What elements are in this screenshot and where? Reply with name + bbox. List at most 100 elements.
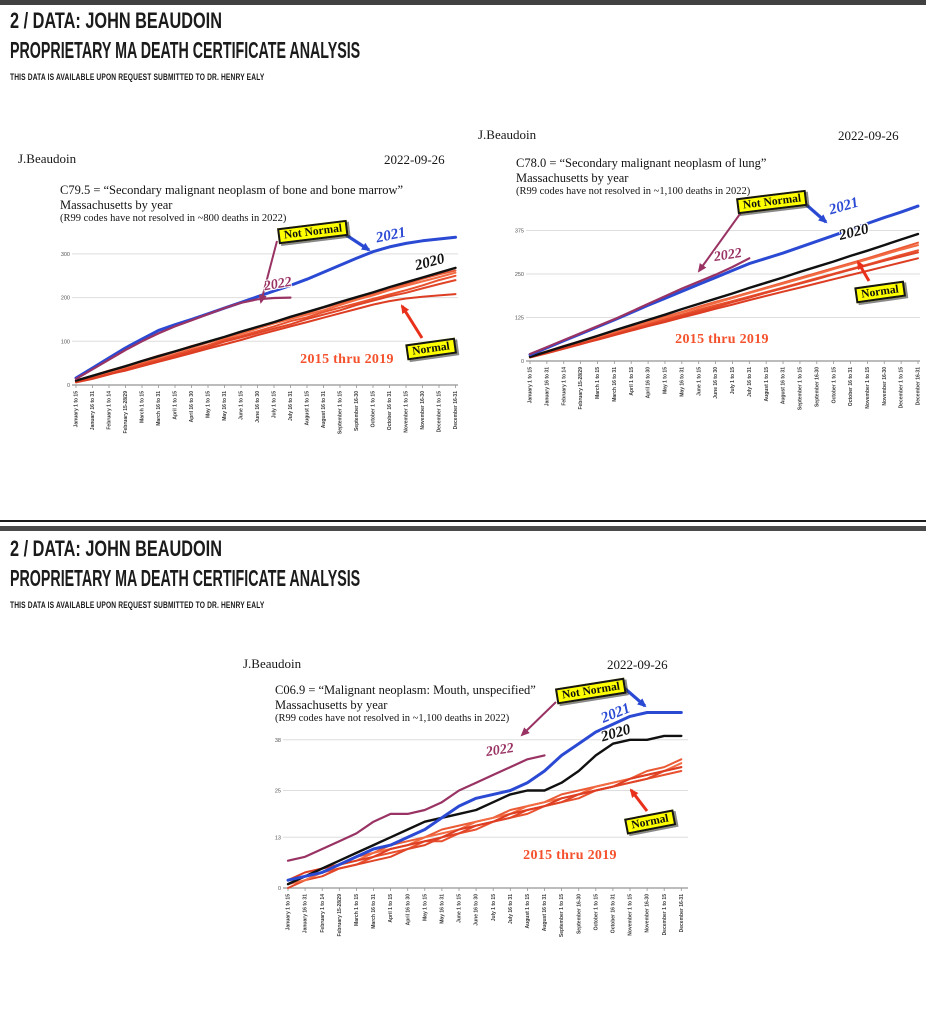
chart1-series	[74, 235, 457, 384]
chart3-byline: J.Beaudoin	[243, 656, 302, 671]
chart2-axes: 0 125 250 375 January 1 to 15 January 16 to 3…	[515, 229, 922, 411]
top-divider-bar	[0, 0, 926, 5]
svg-text:September 1 to 15: September 1 to 15	[559, 894, 565, 937]
series-line-2020	[74, 266, 457, 382]
series-line-2020	[528, 232, 920, 358]
svg-text:February 1 to 14: February 1 to 14	[561, 367, 567, 406]
series-line-2019	[287, 766, 683, 882]
svg-text:250: 250	[515, 272, 524, 278]
svg-text:October 1 to 15: October 1 to 15	[371, 391, 377, 428]
svg-text:December 16-31: December 16-31	[916, 367, 922, 406]
svg-text:0: 0	[278, 886, 281, 892]
svg-text:January 1 to 15: January 1 to 15	[286, 894, 292, 931]
section-subtitle: PROPRIETARY MA DEATH CERTIFICATE ANALYSI…	[10, 37, 361, 63]
annotation-arrow	[520, 701, 557, 737]
svg-text:June 16 to 30: June 16 to 30	[713, 367, 719, 399]
svg-text:October 1 to 15: October 1 to 15	[831, 367, 837, 404]
annotation-arrow	[856, 260, 871, 282]
svg-text:February 15-28/29: February 15-28/29	[337, 894, 343, 937]
report-header-1: 2 / DATA: JOHN BEAUDOIN PROPRIETARY MA D…	[10, 8, 575, 82]
svg-text:May 1 to 15: May 1 to 15	[422, 894, 428, 921]
svg-text:April 1 to 15: April 1 to 15	[173, 391, 179, 420]
chart2-date: 2022-09-26	[838, 128, 899, 143]
svg-text:December 16-31: December 16-31	[453, 391, 459, 430]
chart3-series	[286, 711, 683, 889]
svg-text:January 16 to 31: January 16 to 31	[90, 391, 96, 430]
svg-text:July 16 to 31: July 16 to 31	[288, 391, 294, 421]
svg-text:October 16 to 31: October 16 to 31	[387, 391, 393, 430]
svg-text:November 1 to 15: November 1 to 15	[865, 367, 871, 409]
report-header-2: 2 / DATA: JOHN BEAUDOIN PROPRIETARY MA D…	[10, 536, 575, 610]
svg-text:June 16 to 30: June 16 to 30	[474, 894, 480, 926]
series-line-2019	[529, 257, 919, 359]
svg-text:December 1 to 15: December 1 to 15	[437, 391, 443, 433]
svg-text:125: 125	[515, 316, 524, 322]
svg-text:0: 0	[521, 359, 524, 365]
chart3-axes: 0 13 25 38 January 1 to 15 January 16 to 31 Fe…	[275, 738, 688, 937]
svg-text:200: 200	[61, 296, 70, 302]
chart2-title: C78.0 = “Secondary malignant neoplasm of…	[516, 156, 767, 170]
svg-text:March 16 to 31: March 16 to 31	[612, 367, 618, 402]
series-line-2017	[75, 279, 457, 384]
chart2-footnote: (R99 codes have not resolved in ~1,100 d…	[516, 186, 751, 197]
svg-text:July 1 to 15: July 1 to 15	[730, 367, 736, 394]
svg-text:January 1 to 15: January 1 to 15	[528, 367, 534, 404]
section-title: 2 / DATA: JOHN BEAUDOIN	[10, 536, 222, 561]
svg-text:December 1 to 15: December 1 to 15	[662, 894, 668, 936]
chart3-date: 2022-09-26	[607, 657, 668, 672]
svg-text:April 1 to 15: April 1 to 15	[629, 367, 635, 396]
svg-text:38: 38	[275, 738, 281, 744]
svg-text:May 16 to 31: May 16 to 31	[222, 391, 228, 421]
section-note: THIS DATA IS AVAILABLE UPON REQUEST SUBM…	[10, 600, 265, 610]
svg-text:November 16-30: November 16-30	[645, 894, 651, 933]
svg-text:September 1 to 15: September 1 to 15	[798, 367, 804, 410]
series-line-2022	[74, 296, 292, 380]
svg-text:March 1 to 15: March 1 to 15	[140, 391, 146, 423]
chart1-footnote: (R99 codes have not resolved in ~800 dea…	[60, 213, 287, 224]
svg-text:February 15-28/29: February 15-28/29	[123, 391, 129, 434]
svg-text:October 16 to 31: October 16 to 31	[848, 367, 854, 406]
chart1-date: 2022-09-26	[384, 152, 445, 167]
svg-text:August 1 to 15: August 1 to 15	[764, 367, 770, 402]
svg-text:November 1 to 15: November 1 to 15	[404, 391, 410, 433]
svg-text:July 16 to 31: July 16 to 31	[747, 367, 753, 397]
svg-text:January 16 to 31: January 16 to 31	[544, 367, 550, 406]
svg-text:August 16 to 31: August 16 to 31	[542, 894, 548, 931]
svg-text:June 1 to 15: June 1 to 15	[239, 391, 245, 420]
chart1-byline: J.Beaudoin	[18, 151, 77, 166]
svg-text:May 16 to 31: May 16 to 31	[440, 894, 446, 924]
chart3-title: C06.9 = “Malignant neoplasm: Mouth, unsp…	[275, 683, 536, 697]
svg-text:August 16 to 31: August 16 to 31	[321, 391, 327, 428]
section-title: 2 / DATA: JOHN BEAUDOIN	[10, 8, 222, 33]
series-line-2020	[286, 734, 683, 886]
svg-text:December 16-31: December 16-31	[679, 894, 685, 933]
svg-text:March 16 to 31: March 16 to 31	[371, 894, 377, 929]
chart1-axes: 0 100 200 300 January 1 to 15 January 16 to 3…	[61, 252, 459, 434]
svg-text:September 16-30: September 16-30	[576, 894, 582, 934]
annotation-arrow	[629, 788, 649, 812]
annotation-arrow	[258, 240, 278, 304]
series-line-2021	[286, 711, 683, 882]
series-line-2021	[74, 235, 457, 380]
section-subtitle: PROPRIETARY MA DEATH CERTIFICATE ANALYSI…	[10, 565, 361, 591]
svg-text:April 16 to 30: April 16 to 30	[189, 391, 195, 423]
svg-text:September 16-30: September 16-30	[814, 367, 820, 407]
label-2015-thru-2019: 2015 thru 2019	[300, 352, 394, 367]
svg-text:May 1 to 15: May 1 to 15	[206, 391, 212, 418]
svg-text:February 15-28/29: February 15-28/29	[578, 367, 584, 410]
svg-text:100: 100	[61, 339, 70, 345]
svg-text:August 1 to 15: August 1 to 15	[305, 391, 311, 426]
svg-text:July 1 to 15: July 1 to 15	[491, 894, 497, 921]
svg-text:June 16 to 30: June 16 to 30	[255, 391, 261, 423]
svg-text:May 16 to 31: May 16 to 31	[679, 367, 685, 397]
series-line-2015	[75, 274, 457, 383]
svg-text:300: 300	[61, 252, 70, 258]
annotation-arrow	[697, 206, 746, 273]
label-2015-thru-2019: 2015 thru 2019	[523, 848, 617, 863]
svg-text:August 1 to 15: August 1 to 15	[525, 894, 531, 929]
svg-text:July 1 to 15: July 1 to 15	[272, 391, 278, 418]
svg-text:January 1 to 15: January 1 to 15	[74, 391, 80, 428]
svg-text:June 1 to 15: June 1 to 15	[457, 894, 463, 923]
